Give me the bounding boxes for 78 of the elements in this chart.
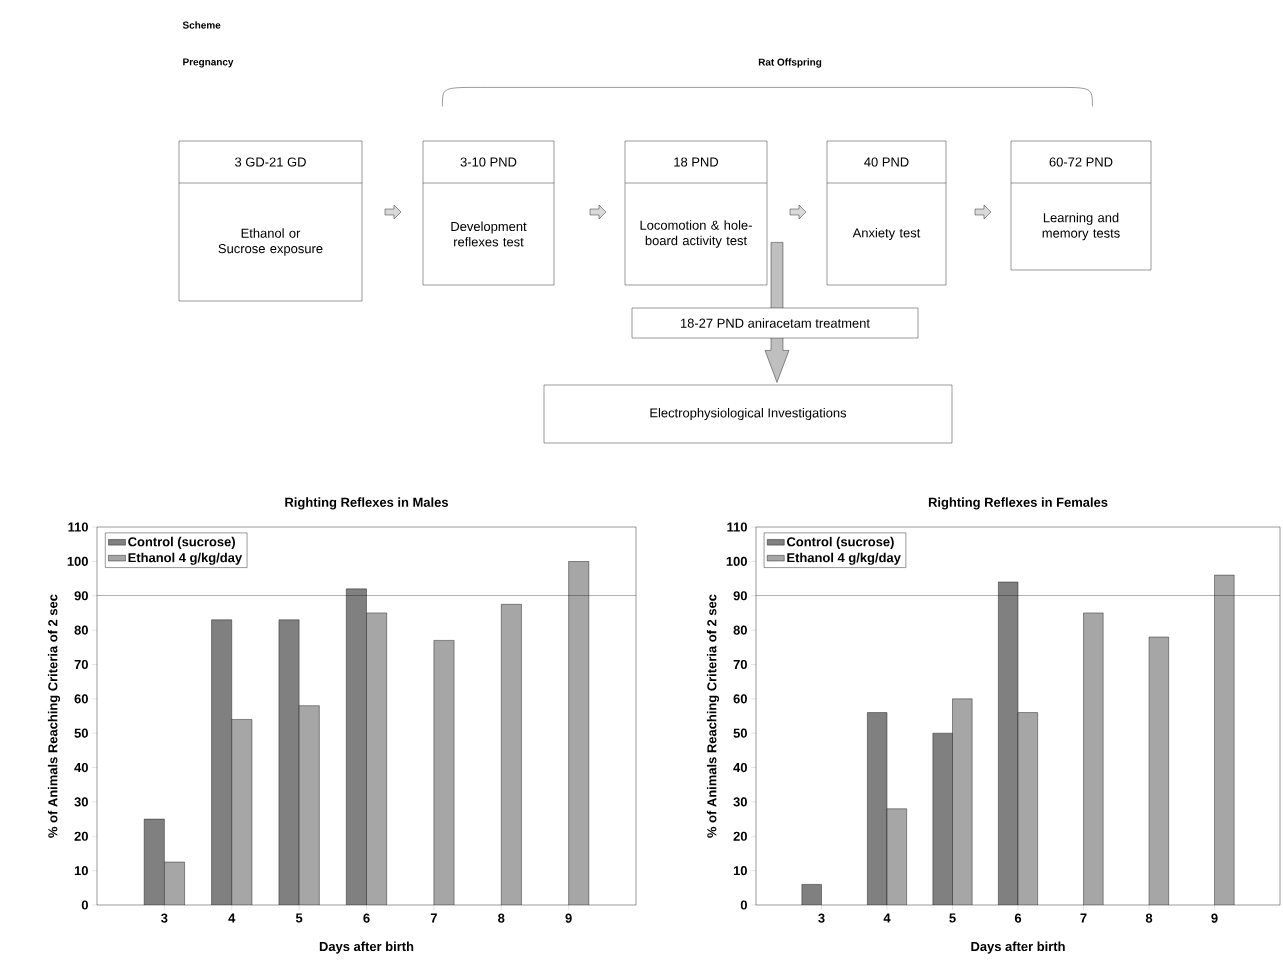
y-axis-title: % of Animals Reaching Criteria of 2 sec	[706, 594, 720, 838]
text: Development reflexes test	[451, 221, 527, 247]
text: Scheme	[182, 21, 221, 29]
y-tick-label: 30	[733, 797, 747, 807]
text: Rat Offspring	[758, 58, 822, 68]
bar	[568, 561, 590, 906]
legend-label: Ethanol 4 g/kg/day	[787, 552, 901, 565]
x-tick-label: 5	[949, 913, 956, 923]
text: Locomotion & hole-board activity test	[640, 220, 752, 248]
bar	[211, 619, 232, 906]
bar	[501, 604, 522, 906]
bar	[1083, 612, 1104, 906]
y-tick-label: 40	[74, 762, 88, 773]
text: 60-72 PND	[1049, 157, 1113, 167]
bar	[886, 808, 907, 906]
x-tick-label: 7	[1080, 913, 1087, 923]
bar	[1148, 636, 1169, 906]
y-tick-label: 90	[74, 591, 88, 601]
y-tick-label: 20	[74, 831, 88, 841]
x-axis-title: Days after birth	[971, 941, 1065, 954]
text: 3-10 PND	[460, 157, 517, 167]
text: Ethanol or Sucrose exposure	[218, 228, 323, 256]
x-axis-title: Days after birth	[319, 941, 414, 954]
y-tick-label: 10	[74, 866, 88, 876]
y-tick-label: 0	[81, 900, 88, 910]
x-tick-label: 4	[883, 913, 891, 923]
bar	[1214, 574, 1235, 906]
x-tick-label: 6	[363, 913, 370, 923]
y-tick-label: 60	[733, 694, 747, 704]
chart-title: Righting Reflexes in Males	[285, 497, 449, 510]
x-tick-label: 8	[1145, 913, 1153, 923]
bar	[164, 861, 185, 906]
y-tick-label: 70	[733, 659, 747, 670]
y-tick-label: 110	[68, 522, 88, 532]
legend-label: Control (sucrose)	[128, 536, 235, 549]
bar	[346, 588, 367, 906]
y-tick-label: 30	[74, 797, 88, 807]
text: Pregnancy	[183, 58, 234, 68]
y-tick-label: 60	[74, 694, 88, 704]
bar	[298, 705, 320, 906]
y-tick-label: 100	[67, 556, 88, 566]
y-tick-label: 110	[727, 522, 747, 532]
y-tick-label: 20	[733, 831, 747, 841]
y-tick-label: 100	[726, 556, 747, 566]
text: 18 PND	[674, 157, 719, 167]
text: 40 PND	[864, 157, 909, 167]
bar	[366, 612, 387, 906]
text: Learning and memory tests	[1042, 212, 1120, 241]
y-tick-label: 70	[74, 659, 88, 670]
bar	[143, 818, 165, 906]
text: Electrophysiological Investigations	[650, 407, 847, 421]
chart-title: Righting Reflexes in Females	[928, 497, 1108, 510]
legend-label: Control (sucrose)	[786, 536, 894, 549]
x-tick-label: 7	[430, 913, 437, 923]
legend-label: Ethanol 4 g/kg/day	[128, 552, 243, 565]
bar	[231, 719, 253, 906]
x-tick-label: 8	[498, 913, 505, 923]
y-tick-label: 80	[74, 625, 88, 635]
text: 3 GD-21 GD	[235, 157, 306, 167]
y-tick-label: 0	[740, 900, 747, 910]
y-axis-title: % of Animals Reaching Criteria of 2 sec	[47, 594, 61, 838]
y-tick-label: 50	[733, 728, 747, 738]
x-tick-label: 9	[1211, 913, 1218, 923]
text: Anxiety test	[852, 227, 921, 241]
y-tick-label: 90	[733, 591, 747, 601]
x-tick-label: 6	[1014, 913, 1022, 923]
y-tick-label: 80	[733, 625, 747, 635]
x-tick-label: 9	[565, 913, 572, 923]
x-tick-label: 3	[818, 913, 825, 923]
x-tick-label: 5	[295, 913, 303, 923]
x-tick-label: 3	[161, 913, 168, 923]
bar	[952, 698, 973, 906]
y-tick-label: 50	[74, 728, 88, 738]
y-tick-label: 10	[733, 866, 747, 876]
bar	[1017, 712, 1038, 906]
text: 18-27 PND aniracetam treatment	[680, 318, 870, 328]
x-tick-label: 4	[228, 913, 236, 923]
y-tick-label: 40	[733, 762, 747, 773]
